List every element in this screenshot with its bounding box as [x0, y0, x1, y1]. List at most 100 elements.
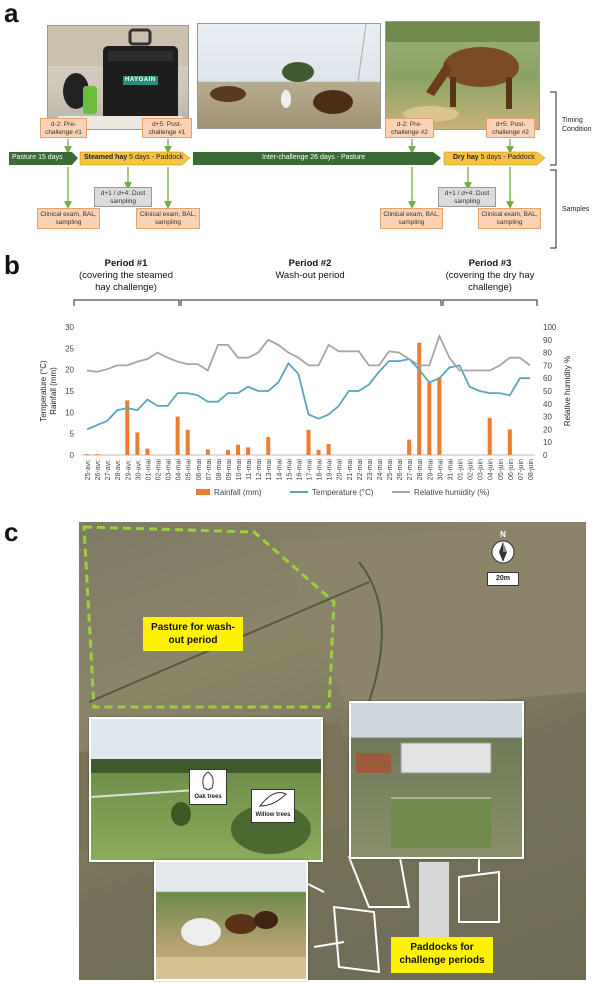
timing-label: Timing — [562, 117, 583, 124]
y-tick-label: 5 — [70, 430, 75, 439]
timeline-steamed-hay: Steamed hay 5 days - Paddock — [84, 154, 183, 161]
compass-icon — [491, 540, 515, 564]
rainfall-bar — [266, 437, 271, 455]
x-tick-label: 04-mai — [176, 459, 183, 481]
rainfall-bar — [225, 449, 230, 455]
oak-willow-photo: Oak trees Willow trees — [89, 717, 323, 862]
willow-leaf-icon — [258, 792, 287, 807]
y2-tick-label: 90 — [543, 336, 552, 345]
period-2-heading: Period #2 — [288, 258, 332, 269]
x-tick-label: 24-mai — [377, 459, 384, 481]
rainfall-bar — [185, 429, 190, 455]
x-tick-label: 08-mai — [216, 459, 223, 481]
timeline-dry-hay: Dry hay 5 days - Paddock — [453, 154, 535, 161]
y-tick-label: 15 — [65, 387, 74, 396]
x-tick-label: 17-mai — [307, 459, 314, 481]
rainfall-bar — [236, 444, 241, 455]
x-tick-label: 25-mai — [387, 459, 394, 481]
pasture-callout: Pasture for wash-out period — [143, 617, 243, 651]
haygain-logo-text: HAYGAIN — [125, 77, 156, 83]
y-tick-label: 25 — [65, 344, 74, 353]
clinical-exam-4-box: Clinical exam, BAL, sampling — [478, 208, 541, 229]
rainfall-bar — [437, 377, 442, 455]
clinical-exam-2-box: Clinical exam, BAL, sampling — [136, 208, 200, 229]
x-tick-label: 25-avr. — [85, 459, 92, 480]
horse-grazing-hay-photo — [385, 21, 540, 130]
rainfall-bar — [175, 416, 180, 455]
y2-tick-label: 0 — [543, 451, 548, 460]
x-tick-label: 05-juin — [498, 459, 505, 480]
y2-tick-label: 60 — [543, 374, 552, 383]
y2-tick-label: 70 — [543, 361, 552, 370]
x-tick-label: 15-mai — [286, 459, 293, 481]
legend-swatch-rainfall — [196, 489, 210, 495]
x-tick-label: 23-mai — [367, 459, 374, 481]
horses-paddock-photo — [154, 860, 308, 981]
north-arrow: N — [488, 530, 518, 575]
legend-label: Rainfall (mm) — [214, 488, 262, 497]
panel-a-letter: a — [4, 0, 19, 28]
rainfall-bar — [507, 429, 512, 455]
period-2-subtitle: Wash-out period — [275, 270, 345, 281]
x-tick-label: 07-juin — [518, 459, 525, 480]
timeline-pasture-label: Pasture 15 days — [12, 154, 63, 161]
scale-bar: 20m — [487, 572, 519, 586]
willow-label: Willow trees — [255, 812, 291, 818]
paddocks-callout: Paddocks for challenge periods — [391, 937, 493, 973]
dust-sampling-1-box: d+1 / d+4: Dust sampling — [94, 187, 152, 207]
x-tick-label: 26-mai — [397, 459, 404, 481]
rainfall-bar — [417, 342, 422, 455]
x-tick-label: 14-mai — [276, 459, 283, 481]
x-tick-label: 02-mai — [156, 459, 163, 481]
panel-a-connectors — [9, 91, 557, 249]
x-tick-label: 20-mai — [337, 459, 344, 481]
horse-grazing-illustration — [386, 22, 539, 122]
steamed-hay-duration: 5 days - Paddock — [127, 154, 184, 161]
pre-challenge-1-box: d-2: Pre-challenge #1 — [40, 118, 87, 138]
period-1-heading: Period #1 — [104, 258, 148, 269]
x-tick-label: 06-juin — [508, 459, 515, 480]
period-3-subtitle: (covering the dry hay challenge) — [445, 270, 535, 293]
paddock-horses-illustration — [156, 911, 306, 979]
dry-hay-label: Dry hay — [453, 154, 479, 161]
x-tick-label: 01-mai — [145, 459, 152, 481]
y-axis-label: Temperature (°C) — [39, 360, 48, 422]
post-challenge-1-box: d+5: Post-challenge #1 — [142, 118, 192, 138]
steamed-hay-label: Steamed hay — [84, 154, 128, 161]
x-tick-label: 28-avr. — [115, 459, 122, 480]
willow-tree-tag: Willow trees — [251, 789, 295, 823]
oak-tree-tag: Oak trees — [189, 769, 227, 805]
x-tick-label: 18-mai — [317, 459, 324, 481]
x-tick-label: 31-mai — [447, 459, 454, 481]
period-1-subtitle: (covering the steamed hay challenge) — [79, 270, 173, 293]
x-tick-label: 09-mai — [226, 459, 233, 481]
y2-tick-label: 80 — [543, 349, 552, 358]
y-axis-label-2: Rainfall (mm) — [49, 367, 58, 415]
pre-challenge-2-box: d-2: Pre-challenge #2 — [385, 118, 434, 138]
samples-label: Samples — [562, 206, 590, 213]
x-tick-label: 30-mai — [437, 459, 444, 481]
stable-buildings-illustration — [356, 742, 492, 848]
rainfall-bar — [85, 454, 90, 455]
period-brackets — [73, 299, 538, 306]
rainfall-bar — [326, 443, 331, 455]
y2-tick-label: 10 — [543, 438, 552, 447]
rainfall-bar — [316, 449, 321, 455]
x-tick-label: 10-mai — [236, 459, 243, 481]
x-tick-label: 13-mai — [266, 459, 273, 481]
rainfall-bar — [125, 400, 130, 455]
north-label: N — [500, 530, 506, 539]
timeline-interchallenge-label: Inter-challenge 26 days - Pasture — [262, 154, 366, 161]
x-tick-label: 03-mai — [166, 459, 173, 481]
clinical-exam-1-box: Clinical exam, BAL, sampling — [37, 208, 100, 229]
x-tick-label: 28-mai — [417, 459, 424, 481]
panel-c-letter: c — [4, 517, 19, 547]
horses-pasture-illustration — [210, 24, 367, 114]
rainfall-bar — [135, 432, 140, 455]
x-tick-label: 06-mai — [196, 459, 203, 481]
rainfall-bar — [95, 454, 100, 455]
x-tick-label: 22-mai — [357, 459, 364, 481]
humidity-line — [86, 333, 531, 373]
clinical-exam-3-box: Clinical exam, BAL, sampling — [380, 208, 443, 229]
y-tick-label: 20 — [65, 366, 74, 375]
